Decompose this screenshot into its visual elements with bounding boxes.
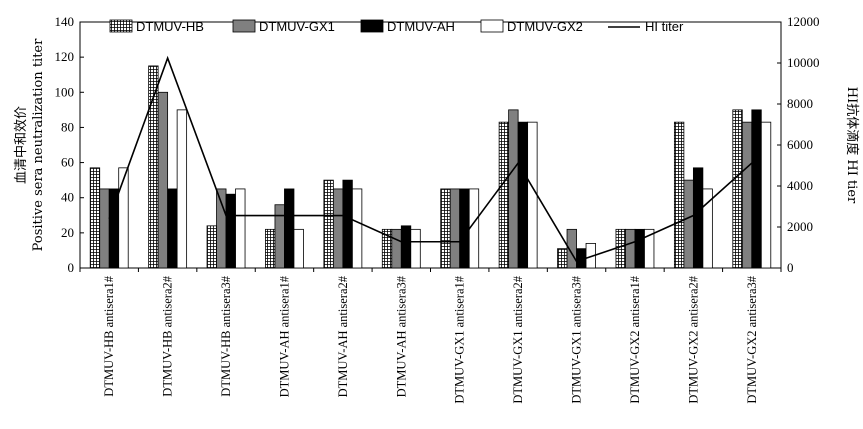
- y-axis-title-cn: 血清中和效价: [14, 106, 29, 184]
- bar-dtmuv-hb-12: [732, 109, 743, 269]
- category-label-2: DTMUV-HB antisera2#: [161, 275, 175, 396]
- y-tick-label: 20: [61, 225, 74, 240]
- y2-tick-label: 4000: [787, 178, 813, 193]
- category-label-1: DTMUV-HB antisera1#: [102, 275, 116, 396]
- bar-dtmuv-gx1-10: [625, 228, 636, 269]
- bar-dtmuv-gx1-7: [449, 188, 461, 269]
- y2-tick-label: 8000: [787, 96, 813, 111]
- bar-dtmuv-ah-1: [108, 188, 120, 269]
- category-label-10: DTMUV-GX2 antisera1#: [628, 275, 642, 403]
- bar-dtmuv-gx2-6: [410, 228, 421, 269]
- bar-dtmuv-gx2-11: [702, 188, 713, 269]
- bar-dtmuv-ah-6: [400, 225, 412, 269]
- y-tick-label: 60: [61, 155, 74, 170]
- legend-item-hi-titer: HI titer: [608, 19, 684, 34]
- category-label-12: DTMUV-GX2 antisera3#: [745, 275, 759, 403]
- bar-dtmuv-hb-4: [265, 228, 276, 269]
- y-tick-label: 120: [55, 49, 75, 64]
- y-tick-label: 140: [55, 14, 75, 29]
- legend-label-ah: DTMUV-AH: [387, 19, 455, 34]
- hi-titer-line-layer: [108, 55, 753, 263]
- bar-dtmuv-ah-4: [284, 188, 295, 269]
- legend-swatch-gx1: [232, 19, 256, 33]
- bar-dtmuv-gx2-3: [235, 188, 246, 269]
- bar-dtmuv-gx1-2: [157, 91, 169, 269]
- category-label-11: DTMUV-GX2 antisera2#: [686, 275, 700, 403]
- bar-dtmuv-ah-7: [459, 188, 470, 269]
- category-label-4: DTMUV-AH antisera1#: [277, 275, 291, 397]
- bar-dtmuv-ah-12: [751, 109, 762, 269]
- y-tick-label: 0: [68, 260, 75, 275]
- legend-label-hb: DTMUV-HB: [136, 19, 204, 34]
- y-axis-title-en: Positive sera neutralization titer: [31, 38, 46, 251]
- bar-dtmuv-ah-8: [517, 121, 529, 269]
- legend: DTMUV-HB DTMUV-GX1 DTMUV-AH DTMUV-GX2 HI…: [109, 19, 684, 34]
- bar-dtmuv-gx2-2: [176, 109, 188, 269]
- category-label-6: DTMUV-AH antisera3#: [394, 275, 408, 397]
- bar-dtmuv-hb-11: [673, 121, 685, 269]
- bar-dtmuv-hb-10: [615, 228, 626, 269]
- bar-dtmuv-hb-1: [89, 167, 101, 269]
- legend-swatch-gx2: [480, 19, 504, 33]
- legend-item-ah: DTMUV-AH: [360, 19, 455, 34]
- bars-layer: [89, 65, 772, 269]
- bar-dtmuv-ah-10: [634, 228, 645, 269]
- y-tick-label: 40: [61, 190, 74, 205]
- legend-label-gx1: DTMUV-GX1: [259, 19, 335, 34]
- axes-layer: 0 20 40 60 80 100 120 140 0 2000 4000 6000 8000 10000…: [55, 14, 820, 275]
- bar-dtmuv-hb-9: [557, 248, 568, 269]
- category-label-8: DTMUV-GX1 antisera2#: [511, 275, 525, 403]
- y-tick-label: 80: [61, 119, 74, 134]
- bar-dtmuv-ah-5: [342, 179, 353, 269]
- bar-dtmuv-hb-8: [498, 121, 510, 269]
- y2-tick-label: 6000: [787, 137, 813, 152]
- bar-dtmuv-gx1-11: [683, 179, 694, 269]
- y2-axis-title: HI抗体滴度 HI tier: [844, 87, 860, 204]
- category-label-9: DTMUV-GX1 antisera3#: [570, 275, 584, 403]
- bar-dtmuv-gx2-10: [644, 228, 655, 269]
- bar-dtmuv-gx2-12: [760, 121, 772, 269]
- bar-dtmuv-hb-3: [206, 225, 217, 269]
- bar-dtmuv-ah-11: [692, 167, 704, 269]
- bar-dtmuv-hb-7: [440, 188, 451, 269]
- category-label-3: DTMUV-HB antisera3#: [219, 275, 233, 396]
- legend-item-gx1: DTMUV-GX1: [232, 19, 335, 34]
- category-label-5: DTMUV-AH antisera2#: [336, 275, 350, 397]
- bar-dtmuv-gx1-5: [332, 188, 344, 269]
- y2-tick-label: 0: [787, 260, 794, 275]
- y2-tick-label: 12000: [787, 14, 820, 29]
- bar-dtmuv-gx2-4: [293, 228, 304, 269]
- y-axis-title: 血清中和效价 Positive sera neutralization tite…: [14, 38, 46, 251]
- bar-dtmuv-gx1-8: [508, 109, 519, 269]
- legend-item-hb: DTMUV-HB: [109, 19, 204, 34]
- bar-dtmuv-hb-5: [323, 179, 334, 269]
- legend-swatch-ah: [360, 19, 384, 33]
- hi-titer-line: [108, 55, 753, 263]
- bar-dtmuv-gx2-7: [468, 188, 480, 269]
- bar-dtmuv-gx1-1: [99, 188, 110, 269]
- bar-dtmuv-gx2-5: [351, 188, 363, 269]
- bar-dtmuv-ah-3: [225, 193, 236, 269]
- legend-label-hi-titer: HI titer: [645, 19, 684, 34]
- bar-dtmuv-gx2-1: [118, 167, 129, 269]
- category-labels: DTMUV-HB antisera1# DTMUV-HB antisera2# DT…: [102, 275, 759, 403]
- bar-dtmuv-gx2-8: [527, 121, 538, 269]
- bar-dtmuv-gx1-12: [741, 121, 753, 269]
- legend-label-gx2: DTMUV-GX2: [507, 19, 583, 34]
- legend-item-gx2: DTMUV-GX2: [480, 19, 583, 34]
- y-tick-label: 100: [55, 84, 75, 99]
- y2-tick-label: 10000: [787, 55, 820, 70]
- bar-dtmuv-gx1-4: [274, 204, 285, 269]
- bar-dtmuv-gx1-6: [391, 228, 402, 269]
- y2-axis-title-text: HI抗体滴度 HI tier: [844, 87, 860, 204]
- bar-dtmuv-ah-2: [167, 188, 178, 269]
- category-label-7: DTMUV-GX1 antisera1#: [453, 275, 467, 403]
- legend-swatch-hb: [109, 19, 133, 33]
- y2-tick-label: 2000: [787, 219, 813, 234]
